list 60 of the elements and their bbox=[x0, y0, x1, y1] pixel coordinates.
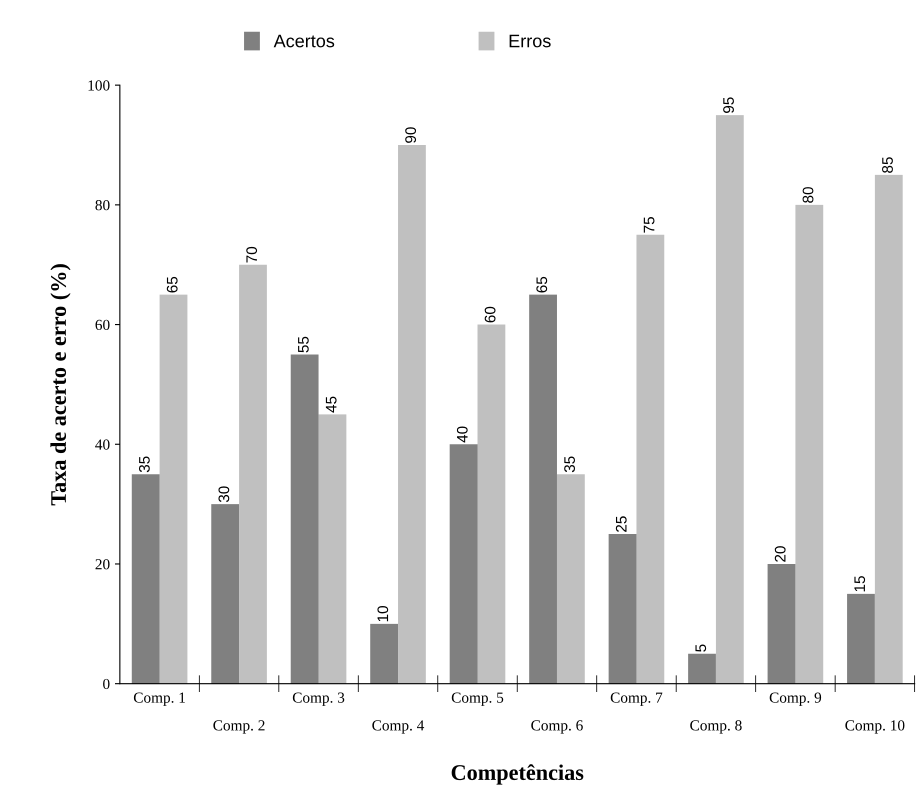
data-label: 30 bbox=[218, 486, 230, 502]
legend-label: Erros bbox=[510, 34, 551, 48]
x-tick-label: Comp. 7 bbox=[610, 692, 662, 706]
bar bbox=[398, 145, 426, 684]
x-tick-label: Comp. 5 bbox=[452, 692, 504, 706]
bar bbox=[211, 504, 240, 684]
data-label: 90 bbox=[405, 127, 416, 143]
data-label: 95 bbox=[723, 97, 734, 113]
data-label: 35 bbox=[138, 456, 150, 472]
x-tick-label: Comp. 6 bbox=[531, 720, 583, 734]
data-label: 65 bbox=[166, 276, 178, 292]
data-label: 10 bbox=[377, 606, 388, 622]
x-tick-label: Comp. 10 bbox=[845, 720, 904, 734]
bar bbox=[239, 264, 267, 684]
bar bbox=[795, 204, 824, 684]
data-label: 60 bbox=[484, 306, 496, 322]
x-tick-label: Comp. 3 bbox=[292, 692, 344, 706]
y-tick-label: 60 bbox=[96, 320, 110, 330]
y-tick-label: 80 bbox=[95, 200, 110, 210]
data-label: 25 bbox=[616, 516, 627, 532]
data-label: 15 bbox=[854, 576, 866, 592]
bar bbox=[318, 414, 346, 684]
data-label: 55 bbox=[298, 336, 309, 352]
data-label: 35 bbox=[564, 456, 575, 472]
y-tick-label: 100 bbox=[88, 80, 110, 91]
bar bbox=[874, 174, 903, 684]
data-label: 70 bbox=[246, 246, 258, 263]
data-label: 80 bbox=[802, 187, 814, 203]
data-label: 40 bbox=[456, 426, 468, 443]
data-label: 65 bbox=[536, 276, 548, 292]
x-tick-label: Comp. 9 bbox=[770, 692, 822, 706]
bar bbox=[450, 444, 478, 684]
bar bbox=[290, 354, 319, 684]
bar bbox=[608, 534, 636, 684]
bar bbox=[132, 474, 160, 684]
bar bbox=[370, 624, 398, 684]
bar bbox=[529, 294, 557, 684]
y-axis-title: Taxa de acerto e erro (%) bbox=[50, 264, 71, 506]
y-tick-label: 20 bbox=[96, 559, 110, 570]
y-tick-label: 40 bbox=[95, 439, 110, 450]
bar bbox=[688, 654, 716, 684]
data-label: 75 bbox=[644, 217, 654, 233]
legend-label: Acertos bbox=[274, 34, 334, 48]
bar bbox=[556, 474, 585, 684]
x-tick-label: Comp. 8 bbox=[690, 720, 742, 734]
x-tick-label: Comp. 2 bbox=[213, 720, 265, 734]
bar bbox=[160, 294, 188, 684]
bar bbox=[478, 324, 506, 684]
data-label: 5 bbox=[695, 644, 706, 652]
y-tick-label: 0 bbox=[103, 678, 110, 690]
x-axis-title: Competências bbox=[452, 764, 584, 785]
data-label: 45 bbox=[326, 396, 337, 413]
data-label: 85 bbox=[882, 157, 893, 173]
bar bbox=[716, 115, 744, 684]
x-tick-label: Comp. 4 bbox=[372, 720, 424, 734]
bar bbox=[847, 594, 875, 684]
x-tick-label: Comp. 1 bbox=[134, 692, 185, 706]
bar bbox=[768, 564, 796, 684]
data-label: 20 bbox=[774, 546, 786, 562]
bar bbox=[636, 234, 664, 684]
